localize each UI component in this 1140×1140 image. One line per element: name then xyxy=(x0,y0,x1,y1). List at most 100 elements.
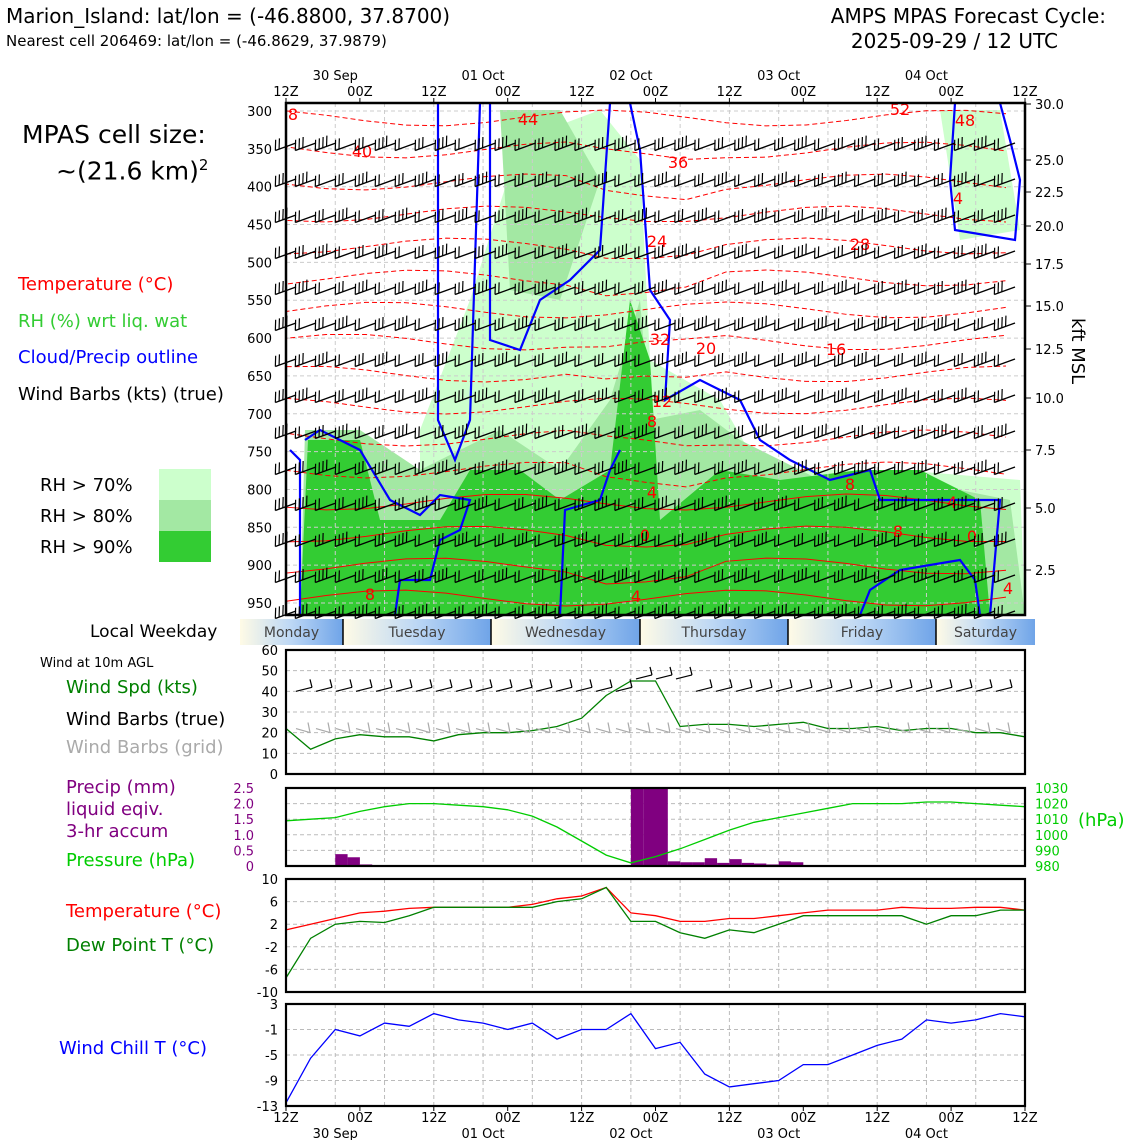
wind-barb-true xyxy=(355,686,373,692)
wind-barb-feather xyxy=(541,353,544,364)
wind-barb-feather xyxy=(581,533,584,544)
wind-barb-feather xyxy=(374,391,377,403)
wind-barb-feather xyxy=(817,174,820,186)
wind-barb-feather xyxy=(621,569,624,580)
wind-barb xyxy=(754,246,776,260)
wind-barb-shaft xyxy=(654,250,676,260)
wind-barb-feather xyxy=(518,390,520,402)
wind-barb-feather xyxy=(697,570,700,582)
wind-barb-feather xyxy=(474,175,476,187)
wind-barb-feather xyxy=(338,426,340,438)
wind-barb-feather xyxy=(674,355,676,367)
wind-barb-feather xyxy=(717,210,720,222)
wind-barb-shaft xyxy=(554,250,576,260)
wind-barb-feather xyxy=(541,461,544,472)
wind-barb-shaft xyxy=(714,538,736,548)
wind-barb-feather xyxy=(554,139,556,151)
wind-barb-feather xyxy=(318,174,320,186)
wind-barb-feather xyxy=(977,354,980,366)
wind-barb-feather xyxy=(833,463,836,475)
wind-barb-shaft xyxy=(295,538,317,548)
wind-barb-shaft xyxy=(674,322,696,332)
wind-barb-feather xyxy=(274,499,277,511)
wind-barb xyxy=(554,174,576,188)
wind-barb xyxy=(594,569,616,584)
wind-barb-feather xyxy=(674,391,676,403)
wind-barb xyxy=(494,459,516,476)
wind-barb-grid xyxy=(787,722,791,733)
wind-barb-feather xyxy=(857,210,860,222)
wind-barb-feather xyxy=(402,209,404,220)
wind-barb-feather xyxy=(973,535,976,547)
wind-barb xyxy=(734,459,756,476)
wind-barb-shaft xyxy=(694,430,716,440)
wind-barb-feather xyxy=(278,462,281,474)
wind-barb-feather xyxy=(977,138,980,150)
wind-barb-feather xyxy=(634,427,636,439)
wind-barb-feather xyxy=(697,534,700,546)
wind-barb-feather xyxy=(714,283,716,295)
wind-barb-feather xyxy=(853,571,856,583)
wind-barb-grid xyxy=(695,727,711,734)
wind-barb-feather xyxy=(518,246,520,258)
wind-barb xyxy=(394,389,417,404)
wind-barb xyxy=(993,462,1016,476)
wind-barb-feather xyxy=(761,533,764,544)
bottom-time-label: 12Z xyxy=(1012,1111,1038,1126)
wind-barb-feather xyxy=(282,281,284,292)
wind-barb xyxy=(394,354,417,368)
wind-barb xyxy=(654,534,676,548)
wind-barb xyxy=(434,135,457,152)
wind-barb-feather xyxy=(953,391,956,403)
wind-barb-feather xyxy=(833,175,836,187)
precip-bar xyxy=(704,858,718,866)
wind-barb-feather xyxy=(454,463,457,475)
wind-chill-tick: -13 xyxy=(257,1100,278,1115)
wind-barb xyxy=(714,353,736,368)
wind-barb-shaft xyxy=(394,466,417,476)
wind-barb-feather xyxy=(518,138,520,150)
wind-barb-feather xyxy=(485,279,488,291)
legend-rh90-swatch xyxy=(159,531,211,562)
wind-barb-grid xyxy=(935,727,951,734)
wind-barb-feather xyxy=(957,210,960,222)
wind-barb-feather xyxy=(997,498,1000,510)
wind-barb xyxy=(873,497,896,512)
wind-barb-feather xyxy=(997,174,1000,186)
wind-barb-feather xyxy=(545,279,548,291)
wind-barb-shaft xyxy=(534,178,556,188)
wind-barb-shaft xyxy=(634,250,656,260)
wind-barb-feather xyxy=(541,137,544,148)
wind-barb-feather xyxy=(498,210,500,222)
wind-barb xyxy=(434,567,457,584)
wind-barb-feather xyxy=(274,139,277,151)
wind-barb-feather xyxy=(973,427,976,439)
wind-barb-shaft xyxy=(494,574,516,584)
wind-barb-shaft xyxy=(474,358,496,368)
wind-barb-feather xyxy=(322,245,324,256)
wind-barb-shaft xyxy=(594,250,616,260)
pressure-tick-label: 850 xyxy=(247,521,272,536)
wind-barb-feather xyxy=(578,246,580,258)
wind-barb xyxy=(534,461,556,476)
wind-barb-feather xyxy=(565,459,568,471)
wind-barb-feather xyxy=(677,534,680,546)
wind-barb-feather xyxy=(937,426,940,438)
wind-barb xyxy=(694,354,716,368)
wind-barb-feather xyxy=(521,317,524,328)
wind-barb-true xyxy=(869,679,873,688)
precip-bar xyxy=(347,857,360,866)
wind-barb-feather xyxy=(901,569,903,580)
wind-barb-feather xyxy=(774,139,776,151)
wind-barb-feather xyxy=(917,534,920,546)
wind-barb-feather xyxy=(618,138,620,150)
wind-barb-shaft xyxy=(794,466,816,476)
wind-barb xyxy=(334,281,357,296)
wind-barb xyxy=(833,569,856,584)
wind-barb-shaft xyxy=(854,178,876,188)
wind-barb xyxy=(574,570,596,584)
wind-barb-feather xyxy=(714,391,716,403)
precip-tick-label: 2.5 xyxy=(233,782,254,797)
wind-barb-shaft xyxy=(315,286,337,296)
wind-barb-feather xyxy=(378,390,380,402)
